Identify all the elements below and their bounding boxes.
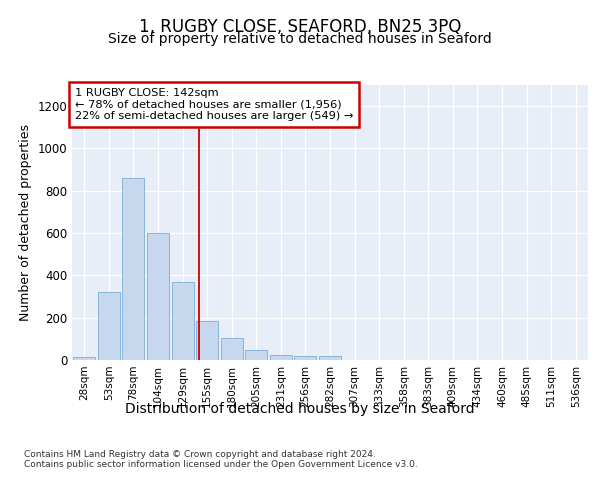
Bar	[196, 321, 218, 360]
Bar	[245, 350, 268, 360]
Text: 1, RUGBY CLOSE, SEAFORD, BN25 3PQ: 1, RUGBY CLOSE, SEAFORD, BN25 3PQ	[139, 18, 461, 36]
Bar	[172, 282, 194, 360]
Bar	[270, 354, 292, 360]
Bar	[147, 233, 169, 360]
Text: Size of property relative to detached houses in Seaford: Size of property relative to detached ho…	[108, 32, 492, 46]
Bar	[98, 292, 120, 360]
Bar	[73, 358, 95, 360]
Bar	[122, 178, 145, 360]
Text: Contains HM Land Registry data © Crown copyright and database right 2024.
Contai: Contains HM Land Registry data © Crown c…	[24, 450, 418, 469]
Bar	[319, 356, 341, 360]
Text: Distribution of detached houses by size in Seaford: Distribution of detached houses by size …	[125, 402, 475, 416]
Text: 1 RUGBY CLOSE: 142sqm
← 78% of detached houses are smaller (1,956)
22% of semi-d: 1 RUGBY CLOSE: 142sqm ← 78% of detached …	[74, 88, 353, 121]
Bar	[221, 338, 243, 360]
Bar	[295, 356, 316, 360]
Y-axis label: Number of detached properties: Number of detached properties	[19, 124, 32, 321]
